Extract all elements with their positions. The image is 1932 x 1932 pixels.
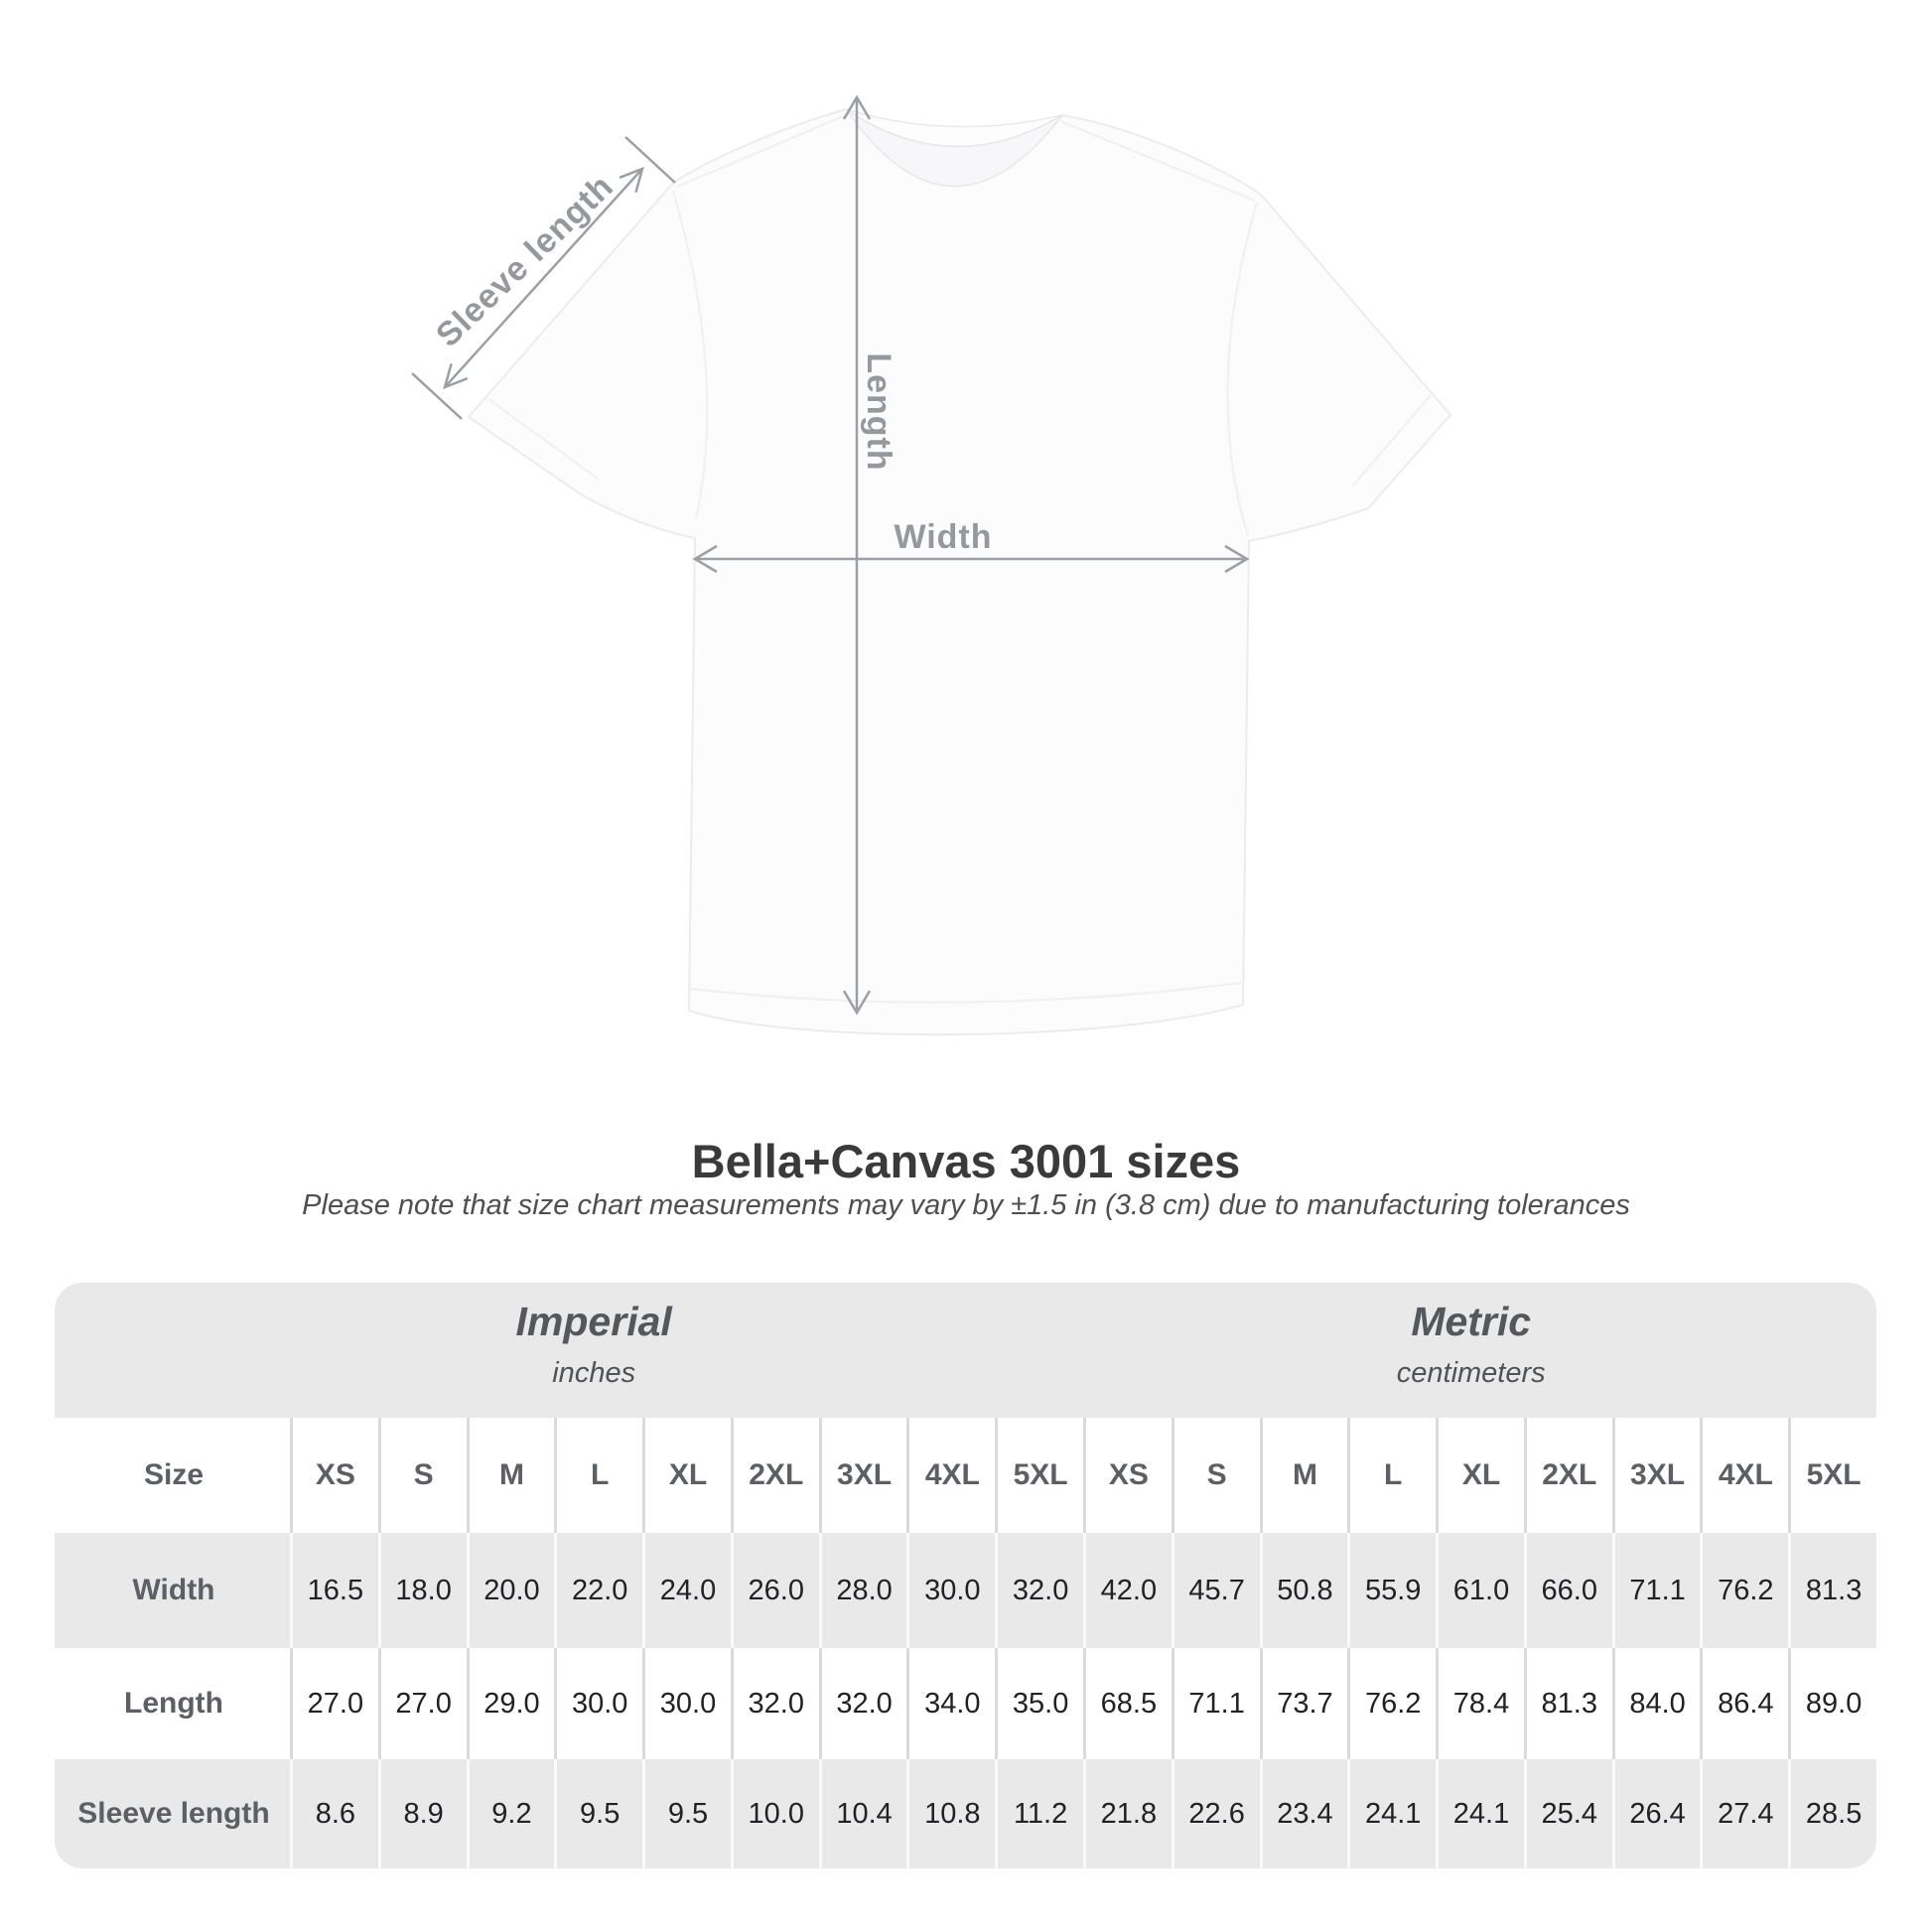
size-header-metric-4xl: 4XL	[1700, 1418, 1788, 1533]
value-cell: 29.0	[466, 1648, 555, 1759]
value-cell: 20.0	[466, 1533, 555, 1648]
imperial-unit-label: inches	[552, 1357, 636, 1389]
value-cell: 16.5	[290, 1533, 378, 1648]
metric-unit-label: centimeters	[1396, 1357, 1546, 1389]
value-cell: 68.5	[1083, 1648, 1172, 1759]
value-cell: 8.6	[290, 1759, 378, 1868]
tshirt-illustration	[467, 107, 1452, 1036]
value-cell: 24.1	[1436, 1759, 1524, 1868]
value-cell: 34.0	[906, 1648, 995, 1759]
value-cell: 84.0	[1611, 1648, 1701, 1759]
value-cell: 9.5	[642, 1759, 731, 1868]
imperial-label: Imperial	[515, 1299, 672, 1344]
value-cell: 32.0	[995, 1533, 1083, 1648]
value-cell: 26.4	[1611, 1759, 1701, 1868]
size-header-imperial-l: L	[554, 1418, 642, 1533]
value-cell: 30.0	[554, 1648, 642, 1759]
tshirt-measurement-diagram: Sleeve length Length Width	[411, 94, 1452, 1036]
value-cell: 11.2	[995, 1759, 1083, 1868]
value-cell: 81.3	[1523, 1648, 1612, 1759]
size-header-metric-l: L	[1347, 1418, 1436, 1533]
value-cell: 76.2	[1347, 1648, 1436, 1759]
size-header-imperial-xs: XS	[290, 1418, 378, 1533]
value-cell: 10.0	[730, 1759, 819, 1868]
value-cell: 32.0	[730, 1648, 819, 1759]
size-header-imperial-m: M	[466, 1418, 555, 1533]
value-cell: 22.6	[1171, 1759, 1260, 1868]
row-label: Length	[124, 1687, 223, 1720]
value-cell: 22.0	[554, 1533, 642, 1648]
size-header-imperial-4xl: 4XL	[906, 1418, 995, 1533]
size-header-metric-2xl: 2XL	[1523, 1418, 1612, 1533]
row-label: Width	[132, 1574, 215, 1606]
value-cell: 28.0	[818, 1533, 907, 1648]
value-cell: 10.8	[906, 1759, 995, 1868]
size-header-metric-s: S	[1171, 1418, 1260, 1533]
size-header-row: Size XS S M L XL 2XL 3XL 4XL 5XL XS S M L XL 2XL 3XL 4XL 5…	[55, 1418, 1876, 1533]
tshirt-body-shape	[467, 107, 1452, 1036]
page-title: Bella+Canvas 3001 sizes	[691, 1135, 1241, 1187]
value-cell: 10.4	[818, 1759, 907, 1868]
value-cell: 26.0	[730, 1533, 819, 1648]
value-cell: 71.1	[1171, 1648, 1260, 1759]
tolerance-note: Please note that size chart measurements…	[302, 1189, 1630, 1221]
size-header-metric-3xl: 3XL	[1611, 1418, 1701, 1533]
value-cell: 45.7	[1171, 1533, 1260, 1648]
value-cell: 24.0	[642, 1533, 731, 1648]
value-cell: 28.5	[1788, 1759, 1876, 1868]
size-chart-table: Imperial inches Metric centimeters Size X…	[55, 1283, 1876, 1868]
value-cell: 24.1	[1347, 1759, 1436, 1868]
metric-group-header: Metric centimeters	[1397, 1299, 1546, 1390]
value-cell: 27.0	[377, 1648, 467, 1759]
width-arrow	[692, 544, 1250, 574]
size-header-imperial-5xl: 5XL	[995, 1418, 1083, 1533]
value-cell: 25.4	[1523, 1759, 1612, 1868]
size-header-metric-xl: XL	[1436, 1418, 1524, 1533]
value-cell: 81.3	[1788, 1533, 1876, 1648]
value-cell: 23.4	[1259, 1759, 1348, 1868]
value-cell: 66.0	[1523, 1533, 1612, 1648]
size-header-metric-m: M	[1259, 1418, 1348, 1533]
length-label: Length	[860, 352, 897, 471]
size-header-imperial-3xl: 3XL	[818, 1418, 907, 1533]
value-cell: 9.2	[466, 1759, 555, 1868]
size-header-metric-5xl: 5XL	[1788, 1418, 1876, 1533]
table-row-length: Length 27.0 27.0 29.0 30.0 30.0 32.0 32.0 34.0 35…	[55, 1648, 1876, 1759]
value-cell: 61.0	[1436, 1533, 1524, 1648]
value-cell: 86.4	[1700, 1648, 1788, 1759]
value-cell: 71.1	[1611, 1533, 1701, 1648]
value-cell: 78.4	[1436, 1648, 1524, 1759]
tshirt-collar-band	[845, 108, 1063, 188]
table-row-width: Width 16.5 18.0 20.0 22.0 24.0 26.0 28.0 30.0 32.…	[55, 1533, 1876, 1648]
sleeve-length-arrow	[411, 136, 676, 420]
value-cell: 9.5	[554, 1759, 642, 1868]
size-column-header: Size	[143, 1458, 205, 1491]
value-cell: 21.8	[1083, 1759, 1172, 1868]
value-cell: 8.9	[377, 1759, 467, 1868]
value-cell: 27.4	[1700, 1759, 1788, 1868]
value-cell: 73.7	[1259, 1648, 1348, 1759]
table-row-sleeve-length: Sleeve length 8.6 8.9 9.2 9.5 9.5 10.0 10.4 10.8…	[55, 1759, 1876, 1868]
value-cell: 30.0	[906, 1533, 995, 1648]
metric-label: Metric	[1411, 1299, 1532, 1344]
value-cell: 27.0	[290, 1648, 378, 1759]
size-header-imperial-xl: XL	[642, 1418, 731, 1533]
value-cell: 18.0	[377, 1533, 467, 1648]
size-header-metric-xs: XS	[1083, 1418, 1172, 1533]
width-label: Width	[894, 518, 992, 556]
value-cell: 32.0	[818, 1648, 907, 1759]
imperial-group-header: Imperial inches	[516, 1299, 672, 1390]
value-cell: 76.2	[1700, 1533, 1788, 1648]
value-cell: 35.0	[995, 1648, 1083, 1759]
row-label: Sleeve length	[77, 1797, 270, 1830]
length-arrow	[842, 94, 872, 1016]
value-cell: 89.0	[1788, 1648, 1876, 1759]
value-cell: 30.0	[642, 1648, 731, 1759]
value-cell: 55.9	[1347, 1533, 1436, 1648]
size-header-imperial-2xl: 2XL	[730, 1418, 819, 1533]
value-cell: 42.0	[1083, 1533, 1172, 1648]
size-header-imperial-s: S	[377, 1418, 467, 1533]
value-cell: 50.8	[1259, 1533, 1348, 1648]
unit-group-header: Imperial inches Metric centimeters	[55, 1283, 1876, 1418]
